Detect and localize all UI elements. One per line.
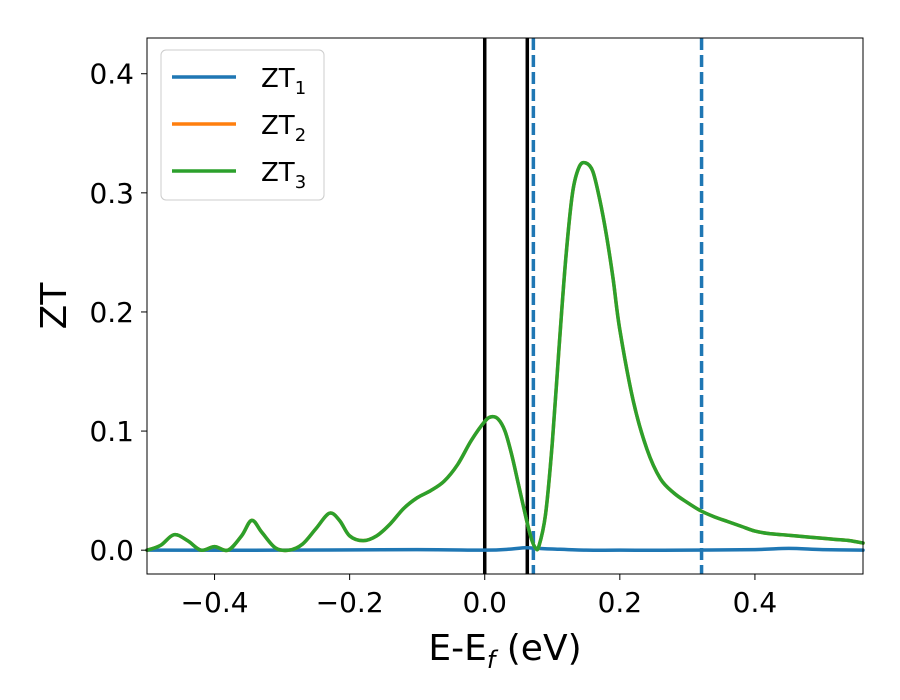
y-tick-label: 0.0	[89, 534, 134, 567]
y-tick-label: 0.4	[89, 58, 134, 91]
x-tick-label: 0.4	[733, 586, 778, 619]
x-axis-title: E-Ef (eV)	[428, 628, 581, 674]
y-axis-ticks: 0.0 0.1 0.2 0.3 0.4	[89, 58, 147, 567]
series-line-1	[145, 546, 865, 553]
series-line-3	[145, 160, 865, 553]
x-tick-label: −0.2	[316, 586, 384, 619]
y-tick-label: 0.3	[89, 177, 134, 210]
vertical-reference-lines	[482, 38, 704, 574]
legend-label-3: ZT3	[261, 158, 306, 193]
series-lines	[145, 160, 865, 553]
y-tick-label: 0.1	[89, 415, 134, 448]
x-tick-label: 0.0	[462, 586, 507, 619]
x-tick-label: −0.4	[181, 586, 249, 619]
legend: ZT1 ZT2 ZT3	[160, 49, 325, 201]
legend-label-2: ZT2	[261, 111, 306, 146]
plot-frame	[146, 37, 864, 575]
x-axis-ticks: −0.4 −0.2 0.0 0.2 0.4	[181, 574, 778, 619]
x-tick-label: 0.2	[598, 586, 643, 619]
legend-entries: ZT1 ZT2 ZT3	[172, 64, 306, 193]
series-line-2	[145, 160, 865, 553]
y-axis-title: ZT	[34, 282, 75, 330]
legend-label-1: ZT1	[261, 64, 306, 99]
legend-box	[160, 49, 325, 201]
y-tick-label: 0.2	[89, 296, 134, 329]
